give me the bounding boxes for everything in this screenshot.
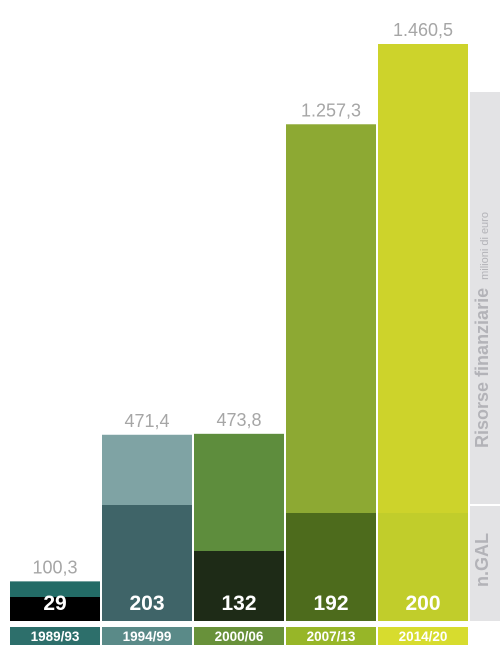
financial-value-label-1994/99: 471,4	[124, 411, 169, 431]
side-label-main: Risorse finanziarie	[472, 288, 492, 448]
gal-bar-1989/93	[10, 597, 100, 621]
period-label-bg-2014/20	[378, 627, 468, 645]
period-label-bg-2000/06	[194, 627, 284, 645]
side-band	[470, 92, 500, 621]
side-label-gal: n.GAL	[472, 533, 492, 587]
side-label-gal-group: n.GAL	[472, 533, 492, 587]
gal-bar-2000/06	[194, 551, 284, 621]
gal-count-bars	[10, 505, 468, 621]
financial-resource-labels: 100,3 471,4 473,8 1.257,3 1.460,5	[32, 20, 453, 577]
financial-value-label-1989/93: 100,3	[32, 557, 77, 577]
period-label-1989/93: 1989/93	[31, 629, 80, 644]
financial-value-label-2000/06: 473,8	[216, 410, 261, 430]
gal-value-label-2000/06: 132	[221, 592, 256, 615]
financial-value-label-2007/13: 1.257,3	[301, 100, 361, 120]
period-label-2007/13: 2007/13	[307, 629, 356, 644]
gal-value-label-2014/20: 200	[405, 592, 440, 615]
financial-value-label-2014/20: 1.460,5	[393, 20, 453, 40]
gal-value-label-2007/13: 192	[313, 592, 348, 615]
period-label-bg-1989/93	[10, 627, 100, 645]
side-label-group: Risorse finanziarie milioni di euro	[472, 212, 492, 448]
right-side-legend: Risorse finanziarie milioni di euro n.GAL	[470, 92, 500, 621]
period-label-1994/99: 1994/99	[123, 629, 172, 644]
period-label-bg-2007/13	[286, 627, 376, 645]
gal-value-label-1989/93: 29	[43, 592, 66, 615]
gal-count-labels: 29 203 132 192 200	[43, 592, 440, 615]
period-labels: 1989/93 1994/99 2000/06 2007/13 2014/20	[10, 627, 468, 645]
gal-bar-2007/13	[286, 513, 376, 621]
period-label-2014/20: 2014/20	[399, 629, 448, 644]
gal-bar-1994/99	[102, 505, 192, 621]
gal-bar-2014/20	[378, 513, 468, 621]
gal-value-label-1994/99: 203	[129, 592, 164, 615]
period-label-2000/06: 2000/06	[215, 629, 264, 644]
side-label-unit: milioni di euro	[479, 212, 491, 280]
period-label-bg-1994/99	[102, 627, 192, 645]
